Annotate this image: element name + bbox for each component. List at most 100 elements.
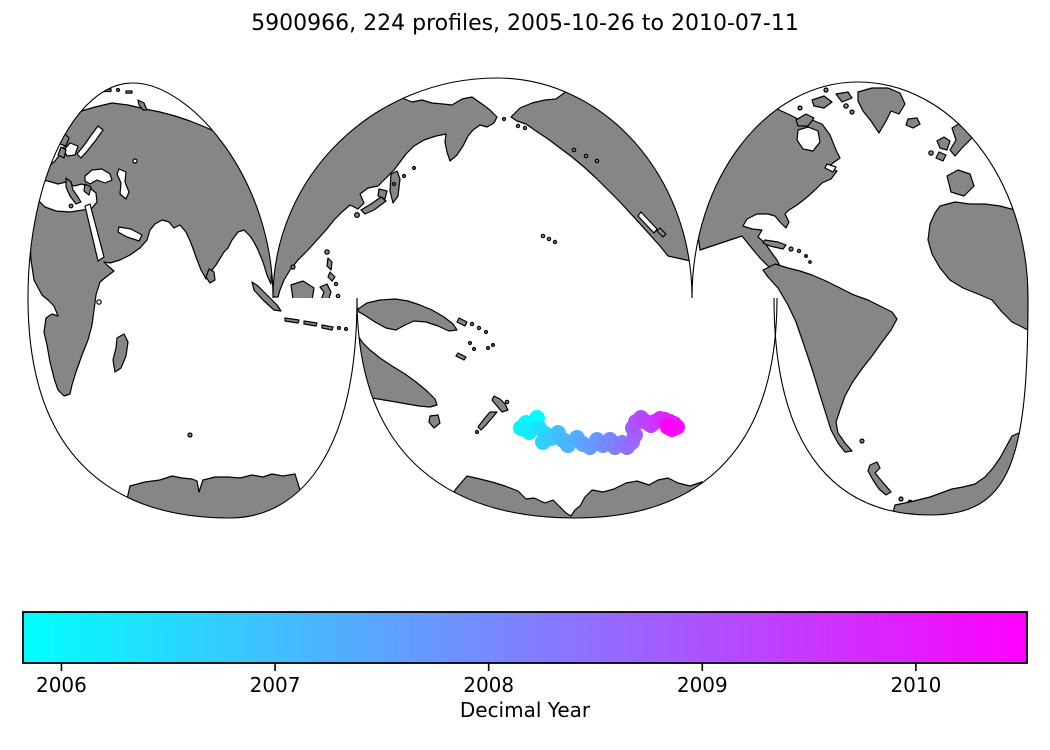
island-new-britain (456, 317, 468, 327)
island-madagascar (112, 333, 129, 373)
sea-persian-gulf (117, 226, 143, 242)
landmass-south-america (762, 263, 898, 453)
island-java (284, 317, 300, 324)
island-new-guinea (357, 298, 458, 332)
lobe-outline-right-north (691, 81, 1029, 299)
colorbar-tick-label: 2010 (890, 673, 941, 697)
lobe-outline-center-south (356, 297, 778, 519)
landmass-antarctic-peninsula (867, 461, 892, 496)
island-nz-south (477, 411, 498, 431)
sea-red (84, 203, 105, 262)
island-kerguelen (187, 432, 193, 438)
colorbar-gradient-bar (22, 611, 1028, 664)
island-moluccas (334, 305, 339, 310)
landmass-antarctica-right (879, 427, 1028, 515)
lobe-outline-left-north (27, 82, 274, 299)
colorbar: 2006 2007 2008 2009 2010 Decimal Year (22, 611, 1028, 722)
island-honshu (360, 196, 387, 215)
island-arctic-canada (795, 113, 815, 127)
island-solomon (469, 321, 475, 327)
island-hawaii (546, 236, 552, 242)
float-trajectory (513, 410, 685, 455)
island-hawaii (540, 233, 546, 239)
sea-baltic (76, 125, 104, 159)
island-puerto-rico (796, 248, 802, 254)
island-borneo (290, 280, 315, 307)
lobe-left-land (28, 87, 349, 518)
sea-black (84, 168, 113, 185)
lake-victoria (96, 299, 102, 305)
landmass-australia (294, 322, 438, 408)
island-sicily (68, 203, 74, 209)
island-hawaii (552, 239, 558, 245)
island-solomon (483, 329, 489, 335)
sea-caspian (116, 168, 130, 200)
island-fiji (491, 343, 496, 348)
island-antilles (803, 254, 808, 259)
island-lesser-sunda (321, 324, 334, 331)
landmass-west-africa-right (927, 201, 1028, 331)
landmass-iberia-right (946, 169, 975, 197)
island-greenland (857, 87, 906, 134)
island-ireland-right (928, 150, 934, 156)
landmass-greece (83, 183, 92, 196)
lobe-right-land (697, 87, 1028, 515)
island-ireland (49, 147, 56, 154)
island-nz-north (491, 395, 509, 413)
colorbar-axis-label: Decimal Year (460, 698, 591, 722)
island-sakhalin (389, 170, 401, 204)
island-aleutian (583, 153, 589, 159)
island-taiwan (324, 249, 330, 255)
island-antilles (808, 260, 812, 264)
island-fiji (485, 345, 491, 351)
sea-gulf-california (637, 211, 658, 234)
sea-north-sea (63, 142, 79, 157)
island-britain-south (57, 146, 67, 159)
island-dot (823, 87, 829, 93)
island-vanuatu (467, 340, 473, 346)
island-dot (522, 125, 528, 131)
island-dot (333, 281, 339, 287)
island-st-lawrence (515, 123, 521, 129)
island-philippines-north (326, 257, 333, 271)
island-tasmania (428, 414, 441, 429)
island-solomon (476, 325, 482, 331)
island-dot (797, 105, 803, 111)
colorbar-tick-label: 2008 (463, 673, 514, 697)
island-dot (336, 325, 342, 331)
island-aleutian (594, 158, 600, 164)
landmass-italy (65, 177, 82, 205)
island-britain-right-south (935, 151, 947, 162)
island-philippines-south (327, 271, 336, 282)
island-arctic-canada (811, 95, 833, 109)
sea-mediterranean (35, 178, 98, 213)
island-timor (338, 314, 351, 324)
island-dot (843, 103, 849, 109)
island-vanuatu (471, 346, 477, 352)
profile-marker (660, 419, 676, 435)
island-sumatra (251, 281, 282, 312)
colorbar-tick-label: 2009 (677, 673, 728, 697)
sea-st-lawrence (824, 163, 837, 173)
island-franz-josef (125, 90, 133, 94)
island-sulawesi (319, 283, 332, 305)
island-cuba (762, 239, 787, 250)
lobe-outline-center-north (272, 77, 693, 299)
island-hokkaido (377, 188, 388, 200)
projection-outlines (27, 77, 1029, 519)
island-dot (849, 109, 855, 115)
colorbar-tick-label: 2006 (36, 673, 87, 697)
island-kyushu (354, 212, 361, 219)
lobe-outline-left-south (27, 297, 358, 519)
island-bering (501, 116, 507, 122)
island-java-chain (303, 320, 318, 327)
island-kuril (401, 173, 407, 179)
island-chatham (504, 399, 510, 405)
island-aleutian (571, 147, 577, 153)
island-britain-right (936, 136, 951, 151)
island-novaya-zemlya (137, 99, 148, 111)
island-hispaniola (788, 246, 794, 252)
island-moluccas (335, 293, 341, 299)
